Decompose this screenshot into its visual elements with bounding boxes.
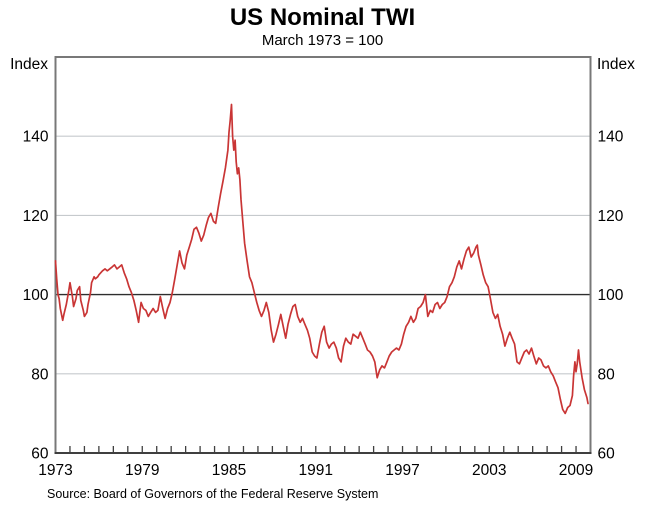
x-axis-label: 2003 xyxy=(472,462,506,479)
y-axis-label-right: 60 xyxy=(598,446,616,463)
chart-title: US Nominal TWI xyxy=(229,4,416,31)
data-line-us-twi xyxy=(54,103,589,415)
x-axis-label: 1997 xyxy=(385,462,419,479)
y-axis-label-right: 120 xyxy=(598,208,624,225)
source-note: Source: Board of Governors of the Federa… xyxy=(47,487,379,501)
y-axis-label-right: 80 xyxy=(598,366,616,383)
y-axis-label-left: 140 xyxy=(23,129,49,146)
y-axis-label-left: 120 xyxy=(23,208,49,225)
y-axis-label-left: 60 xyxy=(31,446,49,463)
x-axis-label: 1973 xyxy=(38,462,72,479)
chart-subtitle: March 1973 = 100 xyxy=(261,32,384,49)
y-axis-label-right: 140 xyxy=(598,129,624,146)
plot-frame xyxy=(54,56,592,454)
x-axis-label: 1979 xyxy=(125,462,159,479)
y-axis-label-left: 80 xyxy=(31,366,49,383)
y-axis-unit-left: Index xyxy=(10,56,48,73)
y-axis-label-left: 100 xyxy=(23,287,49,304)
y-axis-unit-right: Index xyxy=(597,56,635,73)
y-axis-label-right: 100 xyxy=(598,287,624,304)
x-axis-label: 2009 xyxy=(559,462,593,479)
x-axis-label: 1991 xyxy=(299,462,333,479)
x-axis-label: 1985 xyxy=(212,462,246,479)
